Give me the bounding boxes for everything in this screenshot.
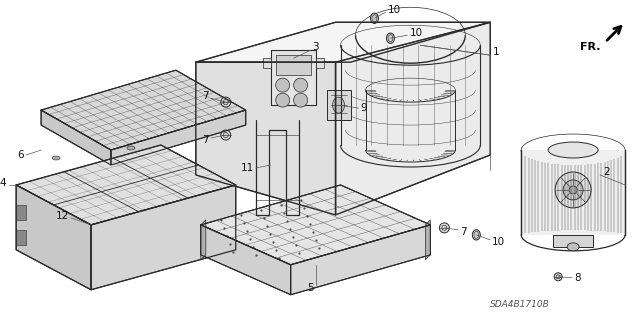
Ellipse shape <box>567 243 579 251</box>
Ellipse shape <box>569 186 577 194</box>
Ellipse shape <box>554 273 562 281</box>
Ellipse shape <box>387 33 394 43</box>
Ellipse shape <box>294 93 308 107</box>
Ellipse shape <box>333 97 344 113</box>
Polygon shape <box>196 22 490 62</box>
Ellipse shape <box>563 180 583 200</box>
Bar <box>262 58 271 68</box>
Polygon shape <box>196 62 335 215</box>
Ellipse shape <box>276 78 290 92</box>
Polygon shape <box>16 205 26 220</box>
Polygon shape <box>201 185 430 265</box>
Polygon shape <box>16 145 236 225</box>
Text: 10: 10 <box>387 5 401 15</box>
Ellipse shape <box>555 172 591 208</box>
Ellipse shape <box>371 13 378 24</box>
Text: 7: 7 <box>202 91 209 101</box>
Text: 10: 10 <box>492 237 506 247</box>
Ellipse shape <box>440 223 449 233</box>
Text: 7: 7 <box>460 227 467 237</box>
Text: 2: 2 <box>603 167 610 177</box>
Polygon shape <box>426 220 430 260</box>
Polygon shape <box>111 110 246 165</box>
Text: 3: 3 <box>312 42 319 52</box>
Text: SDA4B1710B: SDA4B1710B <box>490 300 550 309</box>
Ellipse shape <box>221 97 231 107</box>
Text: 1: 1 <box>493 47 500 57</box>
Text: 12: 12 <box>56 211 69 221</box>
Text: 6: 6 <box>17 150 24 160</box>
Text: 4: 4 <box>0 178 6 188</box>
Text: 10: 10 <box>410 28 422 38</box>
Ellipse shape <box>548 142 598 158</box>
Polygon shape <box>201 225 291 295</box>
Bar <box>271 50 316 105</box>
Bar <box>326 90 351 120</box>
Polygon shape <box>91 185 236 290</box>
Polygon shape <box>41 110 111 165</box>
Ellipse shape <box>294 78 308 92</box>
Polygon shape <box>201 220 206 260</box>
Text: FR.: FR. <box>580 42 600 52</box>
Ellipse shape <box>472 230 480 240</box>
Text: 11: 11 <box>241 163 253 173</box>
Bar <box>276 55 310 75</box>
Ellipse shape <box>127 146 135 150</box>
Text: 5: 5 <box>307 283 314 293</box>
Text: 7: 7 <box>202 135 209 145</box>
Polygon shape <box>16 185 91 290</box>
Text: 8: 8 <box>574 273 580 283</box>
Ellipse shape <box>221 130 231 140</box>
Polygon shape <box>41 70 246 150</box>
Ellipse shape <box>276 93 290 107</box>
Ellipse shape <box>92 168 100 172</box>
Polygon shape <box>335 22 490 215</box>
Text: 9: 9 <box>360 103 367 113</box>
Polygon shape <box>291 225 430 295</box>
Polygon shape <box>521 150 625 235</box>
Ellipse shape <box>52 156 60 160</box>
Bar <box>316 58 324 68</box>
Bar <box>553 235 593 247</box>
Polygon shape <box>16 230 26 245</box>
